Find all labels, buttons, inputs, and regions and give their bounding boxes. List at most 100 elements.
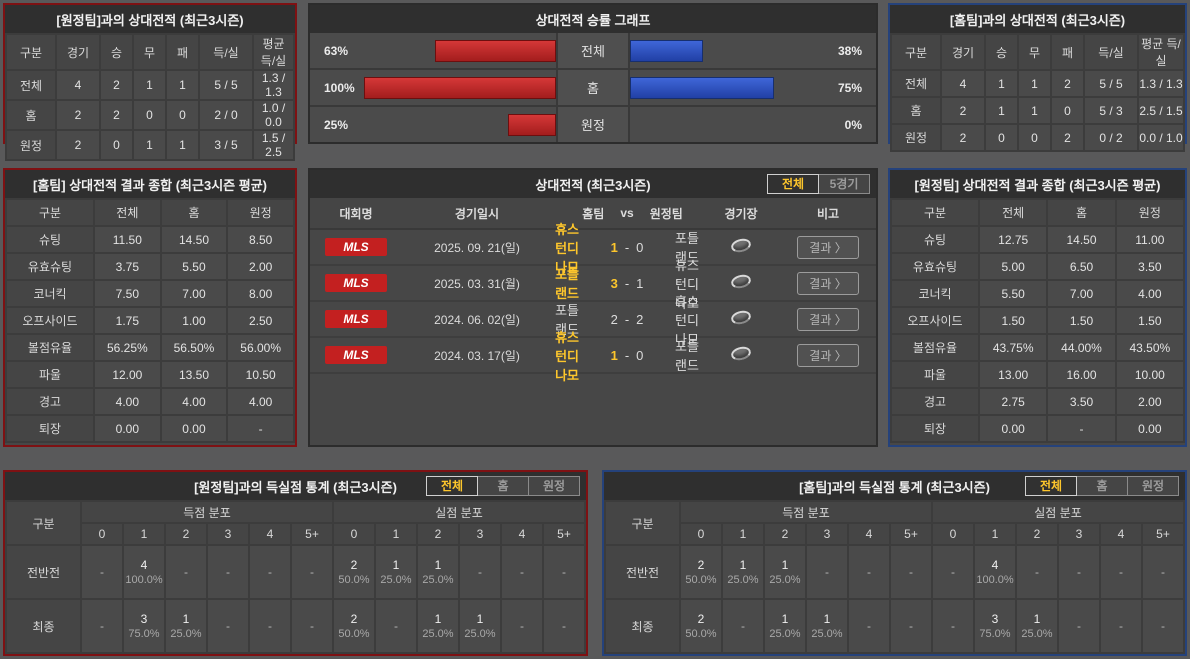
- league-cell: MLS: [310, 274, 402, 292]
- column-header: 경기: [55, 33, 101, 71]
- stat-cell: -: [1046, 414, 1117, 443]
- bin-header: 0: [80, 522, 124, 546]
- dist-cell: -: [500, 598, 544, 654]
- stat-cell: 0: [132, 99, 167, 131]
- stat-cell: 43.50%: [1114, 333, 1186, 362]
- dist-cell: 2 50.0%: [332, 598, 376, 654]
- result-button[interactable]: 결과 〉: [797, 235, 859, 259]
- column-header: 승: [984, 33, 1019, 71]
- result-button[interactable]: 결과 〉: [797, 307, 859, 331]
- dist-cell: 2 50.0%: [679, 544, 723, 600]
- stat-cell: 11.00: [1114, 225, 1186, 254]
- stat-cell: 13.00: [977, 360, 1049, 389]
- stat-cell: 7.00: [159, 279, 229, 308]
- dist-count: 2: [697, 557, 705, 572]
- table-row: 슈팅 11.50 14.50 8.50: [5, 225, 295, 254]
- empty-value: -: [867, 565, 871, 579]
- stat-cell: 5.00: [977, 252, 1049, 281]
- bin-header: 4: [248, 522, 292, 546]
- filter-away-button[interactable]: 원정: [528, 476, 580, 496]
- bin-header: 3: [1057, 522, 1101, 546]
- dist-cell: 1 25.0%: [805, 598, 849, 654]
- row-label: 원정: [5, 129, 57, 161]
- venue-cell: [702, 236, 780, 255]
- goal-dist-table: 구분 득점 분포 실점 분포 0 1 2 3 4 5+ 0 1 2 3 4 5+ 전반전 2 50.0% 1 25.0…: [604, 500, 1185, 654]
- stat-cell: 2.75: [977, 387, 1049, 416]
- stat-cell: 5 / 5: [1083, 69, 1139, 98]
- away-column-header: 원정팀: [649, 206, 683, 221]
- filter-home-button[interactable]: 홈: [477, 476, 529, 496]
- dist-cell: 1 25.0%: [416, 598, 460, 654]
- row-label: 유효슈팅: [5, 252, 95, 281]
- stat-cell: 1.50: [1114, 306, 1186, 335]
- stat-cell: 2: [99, 69, 134, 101]
- away-team-name: 휴스턴디나모: [675, 293, 699, 347]
- column-header: 홈: [159, 198, 229, 227]
- match-score: 2-2: [595, 312, 659, 327]
- stat-cell: 1: [165, 69, 200, 101]
- stat-cell: 8.50: [226, 225, 295, 254]
- home-goal-dist-table: 구분 득점 분포 실점 분포 0 1 2 3 4 5+ 0 1 2 3 4 5+ 전반전 2 50.0% 1 25.0…: [604, 500, 1185, 654]
- dist-percent: 100.0%: [125, 573, 163, 586]
- row-label: 홈: [890, 96, 942, 125]
- row-label: 최종: [604, 598, 681, 654]
- stat-cell: 2 / 0: [198, 99, 254, 131]
- row-label: 전체: [5, 69, 57, 101]
- dist-cell: -: [80, 598, 124, 654]
- away-team-name: 포틀랜드: [675, 339, 699, 373]
- etc-cell: 결과 〉: [780, 235, 876, 259]
- teams-column-header: 홈팀 vs 원정팀: [552, 205, 702, 222]
- row-label: 파울: [890, 360, 980, 389]
- away-score: 2: [636, 311, 644, 327]
- bin-header: 1: [374, 522, 418, 546]
- stat-cell: 1.50: [1046, 306, 1117, 335]
- column-header: 무: [1017, 33, 1052, 71]
- bin-header: 2: [1015, 522, 1059, 546]
- stat-cell: 56.00%: [226, 333, 295, 362]
- home-win-rate-zone: 25%: [310, 107, 556, 142]
- empty-value: -: [268, 565, 272, 579]
- home-team-name: 포틀랜드: [555, 303, 579, 337]
- stat-cell: 1.5 / 2.5: [252, 129, 295, 161]
- graph-row: 63% 전체 38%: [310, 33, 876, 70]
- table-row: 퇴장 0.00 0.00-: [5, 414, 295, 443]
- home-h2h-record-panel: [홈팀]과의 상대전적 (최근3시즌) 구분 경기 승 무 패 득/실 평균 득/실 전체 4 1…: [888, 3, 1187, 152]
- etc-cell: 결과 〉: [780, 271, 876, 295]
- dist-cell: -: [1099, 598, 1143, 654]
- filter-home-button[interactable]: 홈: [1076, 476, 1128, 496]
- stat-cell: 11.50: [93, 225, 162, 254]
- away-goal-dist-table: 구분 득점 분포 실점 분포 0 1 2 3 4 5+ 0 1 2 3 4 5+ 전반전 -4 100.0% - - -…: [5, 500, 586, 654]
- stat-cell: 56.25%: [93, 333, 162, 362]
- filter-all-button[interactable]: 전체: [767, 174, 819, 194]
- table-row: 전체 4 2 1 1 5 / 5 1.3 / 1.3: [5, 69, 295, 101]
- dist-count: 1: [823, 611, 831, 626]
- bin-header: 1: [721, 522, 765, 546]
- dist-count: 2: [350, 611, 358, 626]
- column-header: 원정: [1114, 198, 1186, 227]
- etc-cell: 결과 〉: [780, 307, 876, 331]
- graph-row: 25% 원정 0%: [310, 107, 876, 142]
- dist-cell: -: [164, 544, 208, 600]
- empty-value: -: [562, 619, 566, 633]
- away-team-name: 휴스턴디나모: [675, 257, 699, 311]
- filter-all-button[interactable]: 전체: [1025, 476, 1077, 496]
- home-summary-table: 구분 전체 홈 원정 슈팅 11.50 14.50 8.50 유효슈팅 3.75 5.50 2.00 코…: [5, 198, 295, 443]
- stat-cell: 8.00: [226, 279, 295, 308]
- column-header: 평균 득/실: [252, 33, 295, 71]
- stat-cell: 0.0 / 1.0: [1137, 123, 1185, 152]
- stat-cell: -: [226, 414, 295, 443]
- empty-value: -: [1161, 619, 1165, 633]
- row-label: 오프사이드: [890, 306, 980, 335]
- filter-away-button[interactable]: 원정: [1127, 476, 1179, 496]
- row-label: 전반전: [5, 544, 82, 600]
- column-header: 무: [132, 33, 167, 71]
- row-label: 슈팅: [890, 225, 980, 254]
- empty-value: -: [310, 565, 314, 579]
- dist-cell: -: [889, 544, 933, 600]
- dist-cell: -: [542, 544, 586, 600]
- result-button[interactable]: 결과 〉: [797, 343, 859, 367]
- filter-last5-button[interactable]: 5경기: [818, 174, 870, 194]
- filter-all-button[interactable]: 전체: [426, 476, 478, 496]
- home-win-rate-value: 63%: [324, 43, 349, 58]
- result-button[interactable]: 결과 〉: [797, 271, 859, 295]
